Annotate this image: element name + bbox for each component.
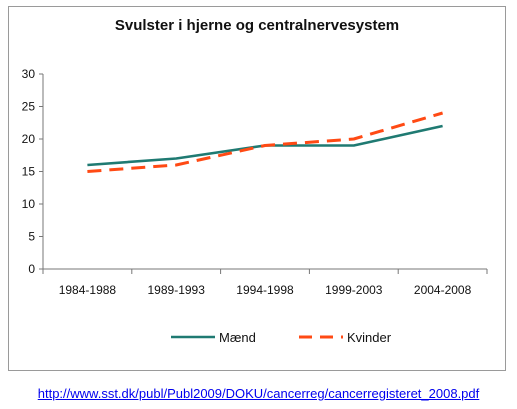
series-line-kvinder (87, 111, 444, 173)
chart-frame: Svulster i hjerne og centralnervesystem … (8, 6, 506, 371)
y-tick-label: 0 (28, 262, 35, 276)
y-tick-label: 20 (22, 132, 36, 146)
y-tick-label: 15 (22, 165, 36, 179)
y-tick-label: 10 (22, 197, 36, 211)
source-link[interactable]: http://www.sst.dk/publ/Publ2009/DOKU/can… (37, 386, 480, 401)
y-tick-label: 25 (22, 100, 36, 114)
x-tick-label: 1984-1988 (59, 283, 117, 297)
line-chart: 0 5 10 15 20 25 30 1984-1988 1989-1993 1994-1998 1… (22, 67, 488, 345)
chart-title: Svulster i hjerne og centralnervesystem (114, 17, 400, 34)
x-tick-label: 1999-2003 (325, 283, 383, 297)
x-tick-label: 1994-1998 (236, 283, 294, 297)
legend-label-kvinder: Kvinder (347, 330, 392, 345)
y-tick-label: 30 (22, 67, 36, 81)
x-tick-label: 2004-2008 (414, 283, 472, 297)
y-tick-label: 5 (28, 230, 35, 244)
x-tick-label: 1989-1993 (148, 283, 206, 297)
legend-label-mænd: Mænd (219, 330, 256, 345)
